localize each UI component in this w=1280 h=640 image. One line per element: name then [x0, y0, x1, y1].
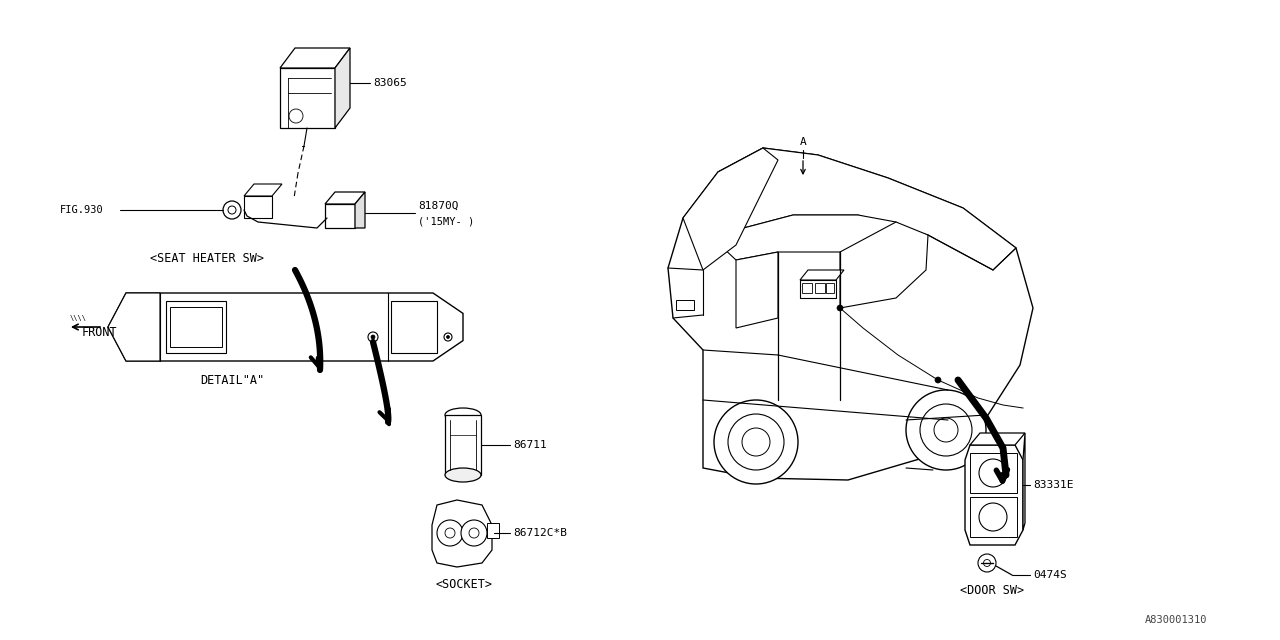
Circle shape — [906, 390, 986, 470]
Text: 86711: 86711 — [513, 440, 547, 450]
Text: \\\\: \\\\ — [70, 315, 87, 321]
Polygon shape — [800, 270, 844, 280]
Polygon shape — [355, 192, 365, 228]
Text: ('15MY- ): ('15MY- ) — [419, 216, 475, 226]
Bar — [803, 283, 812, 293]
Bar — [676, 300, 694, 310]
Bar — [815, 283, 826, 293]
Circle shape — [436, 520, 463, 546]
Polygon shape — [335, 48, 349, 128]
Circle shape — [371, 335, 375, 339]
Polygon shape — [684, 148, 778, 270]
Text: FRONT: FRONT — [82, 326, 118, 339]
Text: <SOCKET>: <SOCKET> — [435, 579, 492, 591]
Circle shape — [447, 335, 449, 339]
Polygon shape — [108, 293, 160, 361]
Text: <SEAT HEATER SW>: <SEAT HEATER SW> — [150, 252, 264, 264]
Circle shape — [714, 400, 797, 484]
Ellipse shape — [445, 408, 481, 422]
Polygon shape — [718, 172, 908, 260]
Circle shape — [728, 414, 783, 470]
Circle shape — [223, 201, 241, 219]
Polygon shape — [970, 433, 1025, 445]
Polygon shape — [668, 148, 1033, 480]
Bar — [390, 301, 436, 353]
Text: A: A — [800, 137, 806, 147]
Circle shape — [461, 520, 486, 546]
Polygon shape — [736, 252, 778, 328]
Bar — [166, 301, 227, 353]
Bar — [486, 523, 499, 538]
Bar — [170, 307, 221, 347]
Text: 83065: 83065 — [372, 78, 407, 88]
Polygon shape — [718, 148, 1016, 270]
Circle shape — [983, 559, 991, 566]
Circle shape — [742, 428, 771, 456]
Circle shape — [978, 554, 996, 572]
Polygon shape — [433, 500, 492, 567]
Circle shape — [445, 528, 454, 538]
Bar — [325, 204, 355, 228]
Circle shape — [979, 503, 1007, 531]
Bar — [280, 68, 335, 128]
Circle shape — [369, 332, 378, 342]
Bar — [800, 280, 836, 298]
Text: 81870Q: 81870Q — [419, 201, 458, 211]
Ellipse shape — [445, 468, 481, 482]
Circle shape — [934, 377, 941, 383]
Text: 83331E: 83331E — [1033, 480, 1074, 490]
Polygon shape — [325, 192, 365, 204]
Circle shape — [444, 333, 452, 341]
Circle shape — [920, 404, 972, 456]
Bar — [826, 283, 835, 293]
Polygon shape — [1023, 433, 1025, 530]
Circle shape — [837, 305, 844, 311]
Bar — [445, 415, 481, 475]
Polygon shape — [970, 497, 1018, 537]
Polygon shape — [280, 48, 349, 68]
Text: 0474S: 0474S — [1033, 570, 1066, 580]
Polygon shape — [840, 222, 928, 308]
Circle shape — [934, 418, 957, 442]
Polygon shape — [965, 445, 1023, 545]
Bar — [244, 196, 273, 218]
Polygon shape — [108, 293, 463, 361]
Circle shape — [468, 528, 479, 538]
Text: DETAIL"A": DETAIL"A" — [200, 374, 264, 387]
Polygon shape — [244, 184, 282, 196]
Text: FIG.930: FIG.930 — [60, 205, 104, 215]
Circle shape — [979, 459, 1007, 487]
Text: 86712C*B: 86712C*B — [513, 528, 567, 538]
Polygon shape — [970, 453, 1018, 493]
Text: A830001310: A830001310 — [1146, 615, 1207, 625]
Circle shape — [228, 206, 236, 214]
Text: <DOOR SW>: <DOOR SW> — [960, 584, 1024, 596]
Circle shape — [289, 109, 303, 123]
